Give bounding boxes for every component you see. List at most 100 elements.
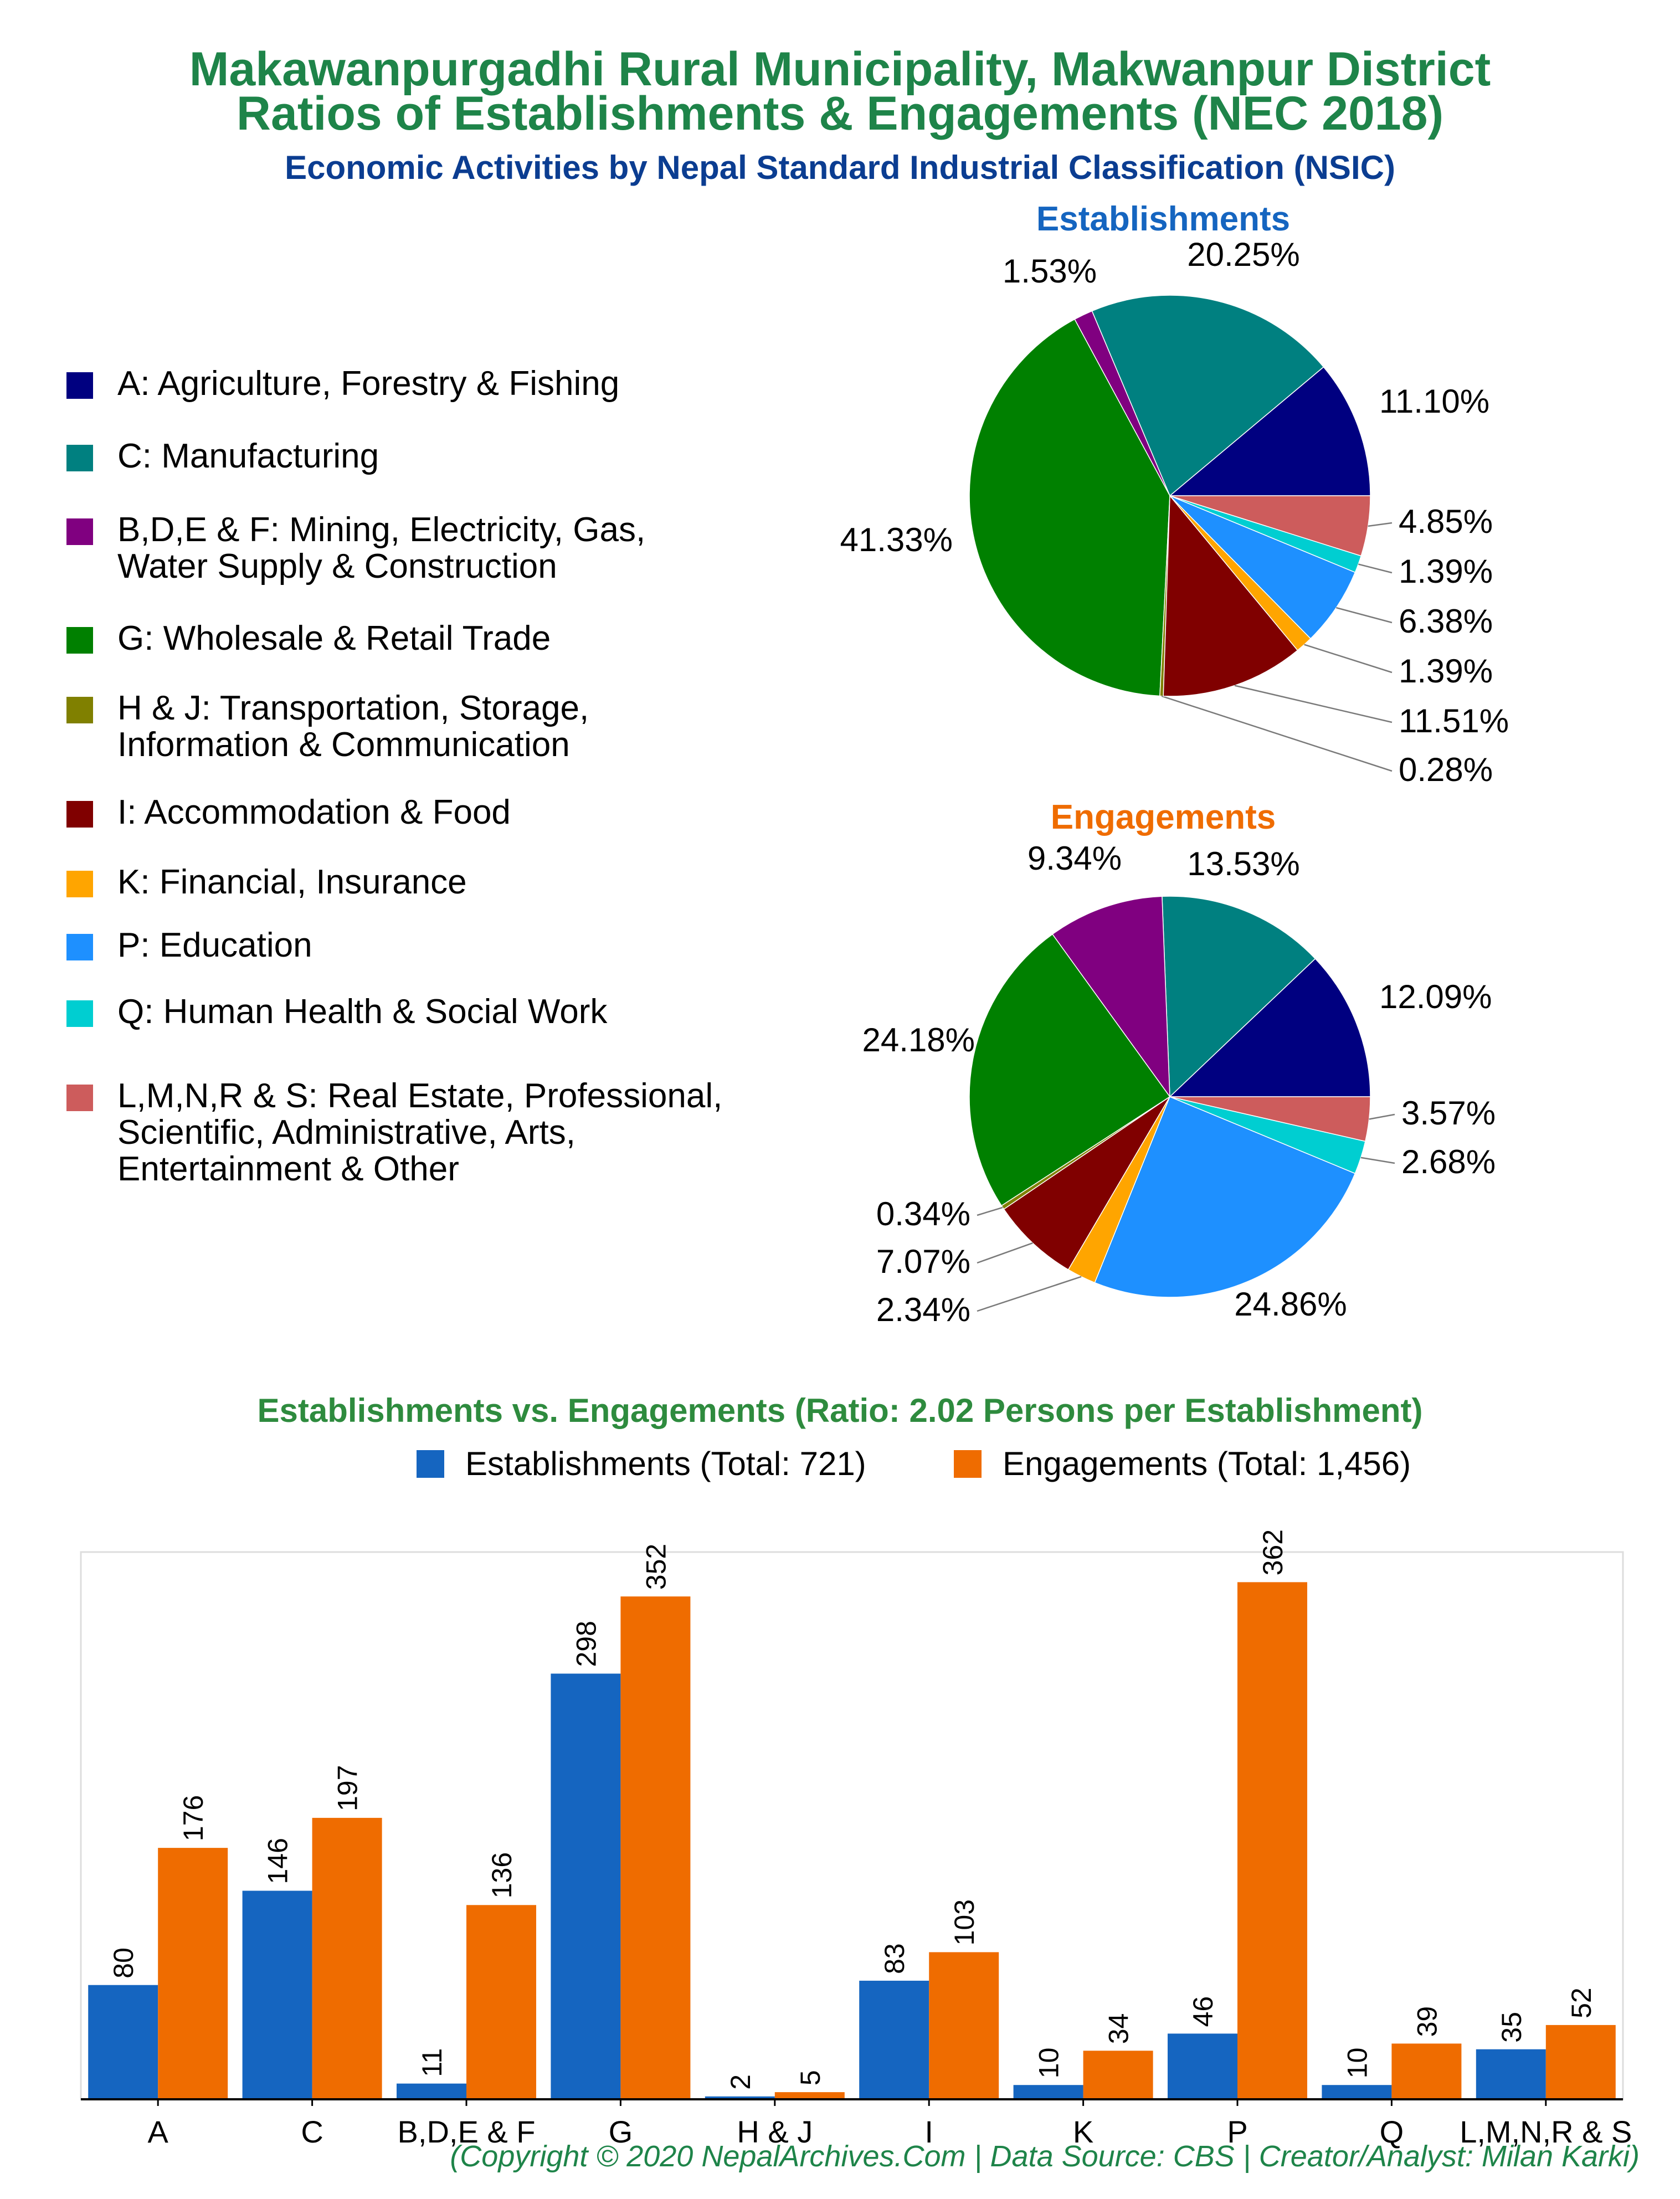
bar-value-label: 80 [108, 1948, 139, 1979]
legend-swatch [66, 1085, 93, 1111]
pie-data-label: 2.34% [876, 1291, 970, 1328]
pie-leader-line [1369, 1113, 1395, 1120]
legend-label: L,M,N,R & S: Real Estate, Professional, … [117, 1077, 723, 1188]
x-tick-label: B,D,E & F [398, 2114, 536, 2149]
chart-subtitle: Economic Activities by Nepal Standard In… [285, 149, 1395, 186]
pie-slice-g [969, 933, 1171, 1206]
chart-title-line1: Makawanpurgadhi Rural Municipality, Makw… [189, 43, 1491, 96]
pie-leader-line [1234, 685, 1393, 723]
pie-leader-line [977, 1276, 1082, 1312]
pie-leader-line [1304, 644, 1393, 674]
pie-leader-line [1358, 563, 1393, 574]
pie-data-label: 11.51% [1399, 702, 1509, 739]
bar-value-label: 103 [949, 1899, 980, 1945]
pie-slice-i [1163, 494, 1298, 697]
bar-engagements [620, 1596, 691, 2099]
pie-data-label: 41.33% [840, 521, 953, 558]
pie-slice-l-m-n-r-s [1169, 495, 1371, 557]
bar-value-label: 11 [417, 2048, 448, 2077]
legend-swatch [66, 1000, 93, 1027]
establishments-pie-title: Establishments [1036, 200, 1291, 238]
legend-label: A: Agriculture, Forestry & Fishing [117, 364, 620, 403]
legend-swatch [66, 372, 93, 399]
pie-slice-a [1168, 366, 1371, 496]
x-tick-label: L,M,N,R & S [1460, 2114, 1632, 2149]
bar-chart-title: Establishments vs. Engagements (Ratio: 2… [257, 1392, 1423, 1429]
pie-leader-line [1161, 695, 1393, 772]
bar-engagements [158, 1848, 228, 2099]
bar-value-label: 352 [640, 1544, 671, 1590]
x-tick-label: G [609, 2114, 633, 2149]
legend-label: G: Wholesale & Retail Trade [117, 619, 551, 657]
pie-leader-line [977, 1242, 1033, 1264]
bar-establishments [1322, 2085, 1392, 2099]
bar-engagements [774, 2092, 845, 2099]
bar-value-label: 10 [1342, 2048, 1373, 2079]
bar-engagements [1545, 2025, 1616, 2099]
bar-establishments [1476, 2049, 1546, 2099]
x-tick-label: A [148, 2114, 169, 2149]
engagements-pie-title: Engagements [1050, 798, 1276, 836]
legend-swatch [66, 871, 93, 897]
pie-slice-a [1169, 958, 1371, 1097]
bar-establishments [397, 2083, 466, 2099]
bar-legend-label: Establishments (Total: 721) [465, 1445, 866, 1482]
pie-slice-g [969, 318, 1170, 697]
bar-engagements [1083, 2051, 1153, 2099]
pie-data-label: 1.39% [1399, 652, 1493, 690]
legend-swatch [66, 697, 93, 723]
pie-data-label: 0.34% [876, 1195, 970, 1232]
bar-value-label: 146 [263, 1838, 294, 1884]
x-tick-label: P [1227, 2114, 1247, 2149]
legend-swatch [66, 627, 93, 654]
legend-label: Q: Human Health & Social Work [117, 993, 608, 1031]
x-tick-label: I [924, 2114, 933, 2149]
bar-establishments [1013, 2085, 1083, 2099]
bar-engagements [929, 1952, 999, 2099]
bar-establishments [859, 1980, 929, 2099]
bar-establishments [88, 1985, 158, 2099]
pie-leader-line [977, 1206, 1003, 1216]
legend-swatch [66, 801, 93, 828]
legend-label: H & J: Transportation, Storage, Informat… [117, 689, 589, 764]
bar-value-label: 5 [795, 2070, 826, 2085]
legend-label: I: Accommodation & Food [117, 793, 511, 831]
x-tick-label: H & J [737, 2114, 813, 2149]
bar-value-label: 298 [571, 1621, 602, 1667]
pie-leader-line [1335, 607, 1393, 624]
legend-swatch [66, 934, 93, 960]
pie-data-label: 24.18% [862, 1021, 975, 1059]
bar-value-label: 52 [1566, 1987, 1597, 2018]
pie-slice-c [1162, 896, 1316, 1098]
bar-engagements [1237, 1582, 1307, 2099]
bar-value-label: 136 [486, 1852, 517, 1898]
pie-data-label: 11.10% [1379, 383, 1489, 420]
pie-charts: 11.10% 20.25% 1.53% 41.33% 0.28% 11.51% 1.39% 6… [840, 236, 1509, 1328]
pie-slice-c [1091, 295, 1324, 497]
pie-data-label: 9.34% [1027, 840, 1122, 877]
bar-legend-label: Engagements (Total: 1,456) [1003, 1445, 1411, 1482]
bar-engagements [1391, 2043, 1462, 2099]
pie-slice-i [1003, 1096, 1170, 1271]
pie-data-label: 13.53% [1187, 845, 1300, 882]
bar-value-label: 197 [332, 1765, 363, 1811]
bar-establishments [1168, 2033, 1237, 2099]
bar-legend-swatch [954, 1450, 982, 1478]
bar-value-label: 10 [1034, 2048, 1065, 2079]
pie-leader-line [1360, 1157, 1395, 1164]
x-tick-label: Q [1380, 2114, 1404, 2149]
bar-engagements [466, 1905, 536, 2099]
bar-establishments [705, 2096, 775, 2099]
legend-swatch [66, 518, 93, 545]
bar-value-label: 83 [879, 1943, 910, 1974]
pie-data-label: 2.68% [1401, 1143, 1496, 1180]
chart-title-line2: Ratios of Establishments & Engagements (… [236, 87, 1444, 140]
legend-label: B,D,E & F: Mining, Electricity, Gas, Wat… [117, 511, 646, 585]
bar-engagements [312, 1817, 382, 2099]
bar-establishments [242, 1890, 312, 2099]
bar-legend-swatch [417, 1450, 444, 1478]
pie-leader-line [1368, 522, 1393, 527]
bar-value-label: 35 [1496, 2012, 1527, 2043]
pie-data-label: 4.85% [1399, 503, 1493, 540]
footer-credit: (Copyright © 2020 NepalArchives.Com | Da… [450, 2140, 1640, 2173]
